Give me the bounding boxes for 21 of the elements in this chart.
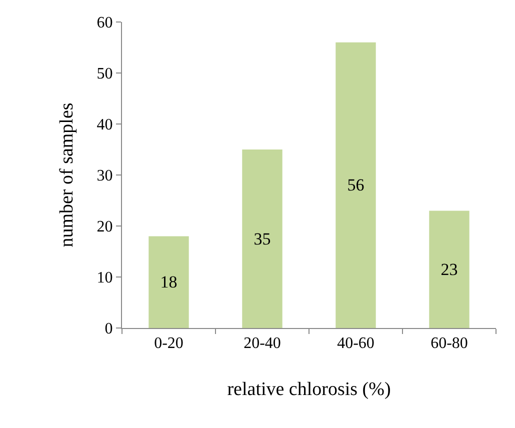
data-label: 23 bbox=[440, 260, 458, 279]
bar bbox=[242, 150, 282, 328]
bar bbox=[336, 42, 376, 328]
y-tick-label: 0 bbox=[104, 320, 113, 338]
data-label: 56 bbox=[347, 176, 364, 195]
y-tick-label: 60 bbox=[96, 14, 113, 32]
data-label: 18 bbox=[160, 272, 178, 292]
data-label: 35 bbox=[254, 229, 271, 248]
y-tick-label: 40 bbox=[96, 116, 113, 134]
bar bbox=[148, 236, 189, 328]
x-tick-label: 20-40 bbox=[244, 335, 281, 352]
y-axis-title: number of samples bbox=[56, 102, 78, 248]
x-tick-label: 40-60 bbox=[337, 335, 374, 352]
x-axis-title: relative chlorosis (%) bbox=[227, 379, 391, 400]
y-tick-label: 30 bbox=[96, 168, 113, 185]
y-tick-label: 50 bbox=[96, 66, 113, 83]
y-tick-label: 20 bbox=[96, 218, 113, 236]
y-tick-label: 10 bbox=[96, 270, 113, 287]
x-tick-label: 60-80 bbox=[430, 335, 468, 352]
bar bbox=[429, 210, 470, 328]
x-tick-label: 0-20 bbox=[154, 335, 184, 352]
